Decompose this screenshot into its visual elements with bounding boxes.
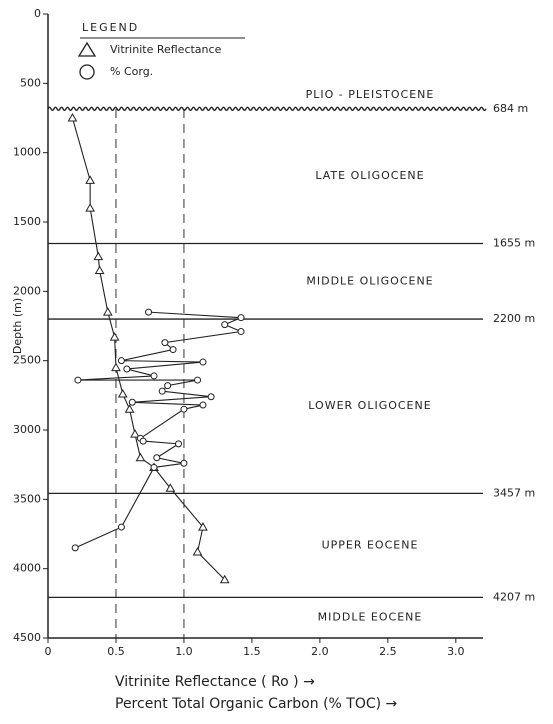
triangle-marker bbox=[124, 404, 135, 413]
formation-label: MIDDLE EOCENE bbox=[318, 611, 423, 624]
x-axis-label: Vitrinite Reflectance ( Ro ) → bbox=[115, 674, 315, 690]
formation-label: MIDDLE OLIGOCENE bbox=[306, 274, 433, 287]
triangle-marker bbox=[67, 112, 78, 122]
legend-title: LEGEND bbox=[82, 21, 139, 34]
circle-marker bbox=[139, 437, 147, 445]
circle-marker bbox=[180, 459, 188, 467]
formation-label: LATE OLIGOCENE bbox=[315, 169, 424, 182]
y-axis-label: Depth (m) bbox=[11, 298, 24, 354]
y-tick-label: 3000 bbox=[13, 423, 41, 436]
x-tick-label: 0 bbox=[45, 645, 52, 658]
triangle-marker bbox=[102, 307, 113, 316]
triangle-marker bbox=[111, 362, 121, 372]
boundary-label: 4207 m bbox=[493, 590, 535, 603]
triangle-marker bbox=[94, 265, 105, 275]
circle-marker bbox=[207, 393, 215, 401]
circle-marker bbox=[145, 308, 153, 316]
circle-marker bbox=[237, 314, 245, 322]
circle-marker bbox=[175, 440, 182, 448]
legend-marker bbox=[77, 41, 97, 57]
y-tick-label: 4000 bbox=[13, 562, 41, 575]
x-tick-label: 1.5 bbox=[243, 645, 261, 658]
y-tick-label: 1000 bbox=[13, 146, 41, 159]
triangle-marker bbox=[198, 522, 208, 531]
triangle-marker bbox=[117, 388, 128, 398]
y-tick-label: 500 bbox=[20, 76, 41, 89]
boundary-label: 2200 m bbox=[493, 312, 535, 325]
circle-marker bbox=[123, 365, 131, 373]
boundary-line bbox=[47, 106, 487, 112]
circle-marker bbox=[117, 357, 125, 365]
formation-label: LOWER OLIGOCENE bbox=[308, 399, 431, 412]
circle-marker bbox=[71, 544, 79, 552]
series-line bbox=[71, 117, 226, 581]
circle-marker bbox=[158, 387, 166, 395]
series-line bbox=[74, 311, 244, 549]
legend-label: % Corg. bbox=[110, 65, 153, 78]
legend-marker bbox=[79, 64, 95, 80]
legend-label: Vitrinite Reflectance bbox=[110, 43, 222, 56]
triangle-marker bbox=[85, 203, 96, 212]
x-tick-label: 1.0 bbox=[175, 645, 193, 658]
circle-marker bbox=[221, 321, 229, 329]
circle-marker bbox=[161, 339, 169, 347]
triangle-marker bbox=[93, 251, 104, 261]
triangle-marker bbox=[192, 547, 203, 556]
circle-marker bbox=[150, 463, 158, 471]
circle-marker bbox=[153, 454, 161, 462]
x-axis-label-2: Percent Total Organic Carbon (% TOC) → bbox=[115, 696, 398, 712]
triangle-marker bbox=[219, 574, 230, 584]
y-tick-label: 3500 bbox=[13, 492, 41, 505]
y-tick-label: 2500 bbox=[13, 354, 41, 367]
triangle-marker bbox=[109, 332, 120, 341]
circle-marker bbox=[199, 358, 207, 366]
x-tick-label: 2.5 bbox=[379, 645, 397, 658]
y-tick-label: 1500 bbox=[13, 215, 41, 228]
circle-marker bbox=[180, 405, 188, 413]
triangle-marker bbox=[165, 483, 176, 492]
circle-marker bbox=[237, 328, 245, 336]
circle-marker bbox=[194, 376, 202, 384]
formation-label: PLIO - PLEISTOCENE bbox=[306, 88, 435, 101]
circle-marker bbox=[150, 372, 158, 380]
circle-marker bbox=[199, 401, 207, 409]
formation-label: UPPER EOCENE bbox=[322, 538, 419, 551]
y-tick-label: 2000 bbox=[13, 284, 41, 297]
circle-marker bbox=[128, 398, 136, 406]
circle-marker bbox=[169, 346, 177, 354]
boundary-label: 3457 m bbox=[493, 486, 535, 499]
y-tick-label: 4500 bbox=[13, 631, 41, 644]
triangle-marker bbox=[130, 429, 140, 438]
x-tick-label: 3.0 bbox=[447, 645, 465, 658]
boundary-label: 1655 m bbox=[493, 236, 535, 249]
circle-marker bbox=[117, 523, 125, 531]
y-tick-label: 0 bbox=[34, 7, 41, 20]
circle-marker bbox=[164, 382, 172, 390]
boundary-label: 684 m bbox=[493, 102, 528, 115]
triangle-marker bbox=[85, 175, 96, 184]
x-tick-label: 2.0 bbox=[311, 645, 329, 658]
triangle-marker bbox=[135, 452, 146, 462]
x-tick-label: 0.5 bbox=[107, 645, 125, 658]
circle-marker bbox=[74, 376, 82, 384]
